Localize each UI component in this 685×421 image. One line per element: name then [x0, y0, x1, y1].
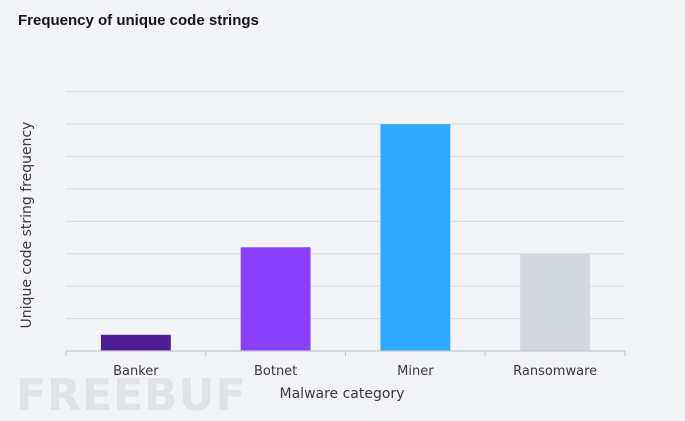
bar-botnet: [240, 247, 311, 351]
bar-banker: [100, 334, 171, 351]
x-axis: [65, 350, 626, 356]
x-tick-label: Miner: [397, 364, 434, 379]
bars: [100, 124, 591, 351]
watermark: FREEBUF: [16, 370, 247, 421]
bar-miner: [380, 124, 451, 351]
bar-ransomware: [520, 253, 591, 351]
x-tick-labels: Banker Botnet Miner Ransomware: [113, 364, 597, 379]
x-tick-label: Botnet: [254, 364, 297, 379]
y-axis-label: Unique code string frequency: [19, 122, 35, 329]
x-axis-label: Malware category: [280, 386, 405, 402]
chart-title: Frequency of unique code strings: [18, 12, 259, 29]
x-tick-label: Banker: [113, 364, 159, 379]
x-tick-label: Ransomware: [513, 364, 597, 379]
